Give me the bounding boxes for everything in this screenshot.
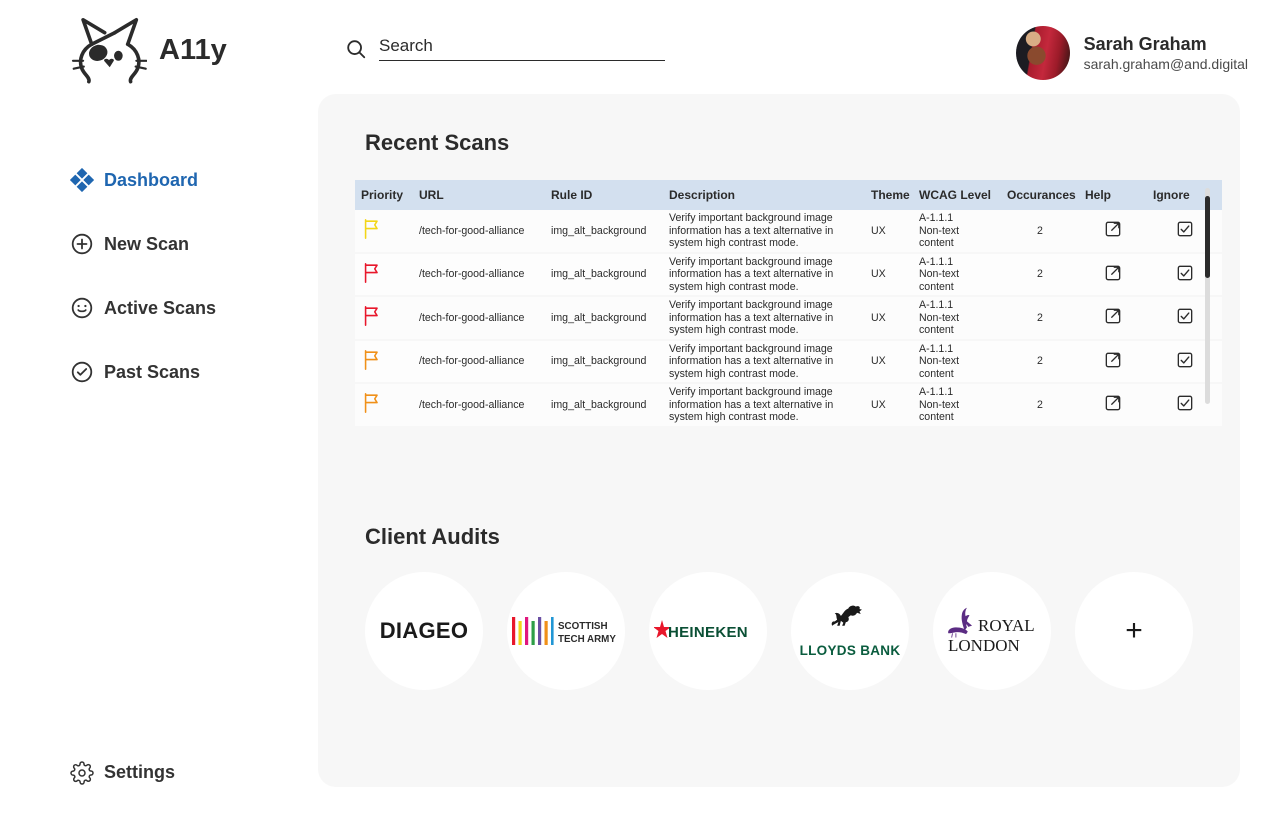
svg-text:SCOTTISH: SCOTTISH <box>558 621 608 632</box>
svg-text:LONDON: LONDON <box>948 636 1020 655</box>
svg-text:LLOYDS BANK: LLOYDS BANK <box>800 643 901 658</box>
svg-text:HEINEKEN: HEINEKEN <box>668 624 748 641</box>
svg-text:ROYAL: ROYAL <box>978 616 1035 635</box>
svg-text:TECH ARMY: TECH ARMY <box>558 634 616 645</box>
